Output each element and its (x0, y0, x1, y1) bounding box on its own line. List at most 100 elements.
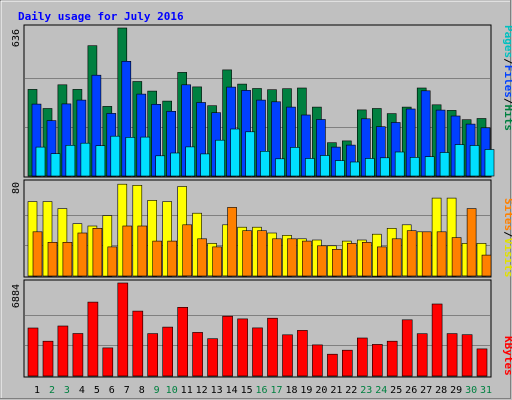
bar-kbytes-day-9 (147, 333, 158, 377)
x-tick-label-day-30: 30 (465, 385, 477, 396)
hits-files-pages-panel: 636 Pages/Files/Hits (11, 24, 512, 178)
bar-kbytes-day-15 (237, 318, 248, 377)
bar-kbytes-day-20 (312, 344, 323, 377)
bar-sites-day-21 (332, 249, 342, 277)
x-tick-label-day-17: 17 (270, 385, 282, 396)
x-tick-label-day-5: 5 (94, 385, 100, 396)
bar-sites-day-5 (92, 228, 103, 277)
bar-sites-day-17 (272, 238, 282, 277)
x-tick-label-day-23: 23 (360, 385, 372, 396)
y-max-label-kbytes: 6884 (11, 284, 22, 308)
bar-pages-day-19 (305, 158, 315, 177)
bar-pages-day-25 (394, 151, 405, 177)
bar-pages-day-30 (469, 145, 480, 177)
bar-sites-day-9 (152, 240, 162, 277)
y-max-label-hits: 636 (11, 29, 22, 47)
bar-kbytes-day-29 (446, 333, 458, 377)
x-tick-label-day-25: 25 (390, 385, 402, 396)
x-tick-label-day-11: 11 (181, 385, 193, 396)
bar-visits-day-6 (102, 215, 113, 277)
x-axis-day-labels: 1 2 3 4 5 6 7 8 9 10 11 12 13 14 15 16 17 18 19 20 21 22 23 24 2… (34, 385, 492, 396)
x-tick-label-day-8: 8 (139, 385, 145, 396)
bar-pages-day-6 (110, 135, 121, 177)
bar-sites-day-18 (287, 238, 297, 277)
bar-kbytes-day-3 (57, 325, 69, 377)
y-max-label-visits: 80 (11, 182, 22, 194)
legend-hits: Hits (502, 105, 512, 132)
legend-pages: Pages (502, 25, 512, 58)
bar-kbytes-day-4 (72, 333, 84, 377)
x-tick-label-day-28: 28 (435, 385, 447, 396)
bar-pages-day-5 (95, 145, 106, 177)
bar-visits-day-29 (446, 197, 457, 277)
bar-pages-day-7 (125, 137, 136, 177)
bar-pages-day-31 (484, 149, 495, 177)
x-tick-label-day-3: 3 (64, 385, 70, 396)
bar-sites-day-26 (406, 230, 417, 277)
bar-kbytes-day-23 (356, 337, 368, 377)
x-tick-label-day-31: 31 (480, 385, 492, 396)
bar-kbytes-day-14 (222, 315, 233, 377)
kbytes-panel: 6884 KBytes (11, 279, 512, 378)
x-tick-label-day-6: 6 (109, 385, 115, 396)
x-tick-label-day-22: 22 (345, 385, 357, 396)
bar-pages-day-14 (230, 128, 240, 177)
x-tick-label-day-24: 24 (375, 385, 387, 396)
bar-kbytes-day-17 (267, 317, 278, 377)
bar-pages-day-3 (65, 145, 76, 177)
x-tick-label-day-27: 27 (420, 385, 432, 396)
bar-pages-day-18 (290, 147, 300, 177)
bar-sites-day-30 (466, 208, 477, 277)
legend-sites: Sites (502, 198, 512, 231)
bar-sites-day-16 (257, 230, 267, 277)
bar-sites-day-2 (47, 242, 58, 277)
bar-pages-day-2 (50, 153, 61, 177)
x-tick-label-day-1: 1 (34, 385, 40, 396)
bar-kbytes-day-22 (341, 349, 353, 377)
bar-pages-day-4 (80, 142, 91, 177)
bar-kbytes-day-5 (87, 301, 99, 377)
bar-sites-day-25 (391, 238, 402, 277)
bar-pages-day-17 (275, 158, 285, 177)
bar-visits-day-2 (42, 201, 53, 277)
x-tick-label-day-21: 21 (330, 385, 342, 396)
x-tick-label-day-20: 20 (315, 385, 327, 396)
bar-sites-day-4 (77, 232, 88, 277)
bar-sites-day-22 (346, 243, 357, 277)
legend-sep-3: / (502, 231, 512, 238)
bar-pages-day-21 (335, 160, 345, 177)
x-tick-label-day-12: 12 (196, 385, 208, 396)
bar-sites-day-11 (182, 224, 192, 277)
bar-pages-day-26 (409, 157, 420, 177)
bar-kbytes-day-19 (297, 330, 308, 377)
bar-kbytes-day-31 (476, 348, 488, 377)
bar-pages-day-11 (185, 146, 195, 177)
bar-sites-day-23 (361, 242, 372, 277)
bar-pages-day-8 (140, 136, 151, 177)
bar-sites-day-20 (317, 245, 327, 277)
chart-title: Daily usage for July 2016 (18, 10, 184, 23)
bar-kbytes-day-11 (177, 306, 188, 377)
bar-sites-day-19 (302, 240, 312, 277)
bar-pages-day-20 (320, 155, 330, 177)
legend-files: Files (502, 65, 512, 98)
x-tick-label-day-9: 9 (154, 385, 160, 396)
bar-pages-day-23 (364, 158, 375, 177)
bar-kbytes-day-26 (401, 319, 413, 377)
x-tick-label-day-26: 26 (405, 385, 417, 396)
bar-sites-day-10 (167, 240, 177, 277)
legend-kbytes: KBytes (502, 336, 512, 376)
x-tick-label-day-14: 14 (226, 385, 238, 396)
bar-pages-day-15 (245, 131, 255, 177)
legend-hits-files-pages: Pages/Files/Hits (502, 25, 512, 131)
bar-visits-day-10 (162, 201, 172, 277)
bar-pages-day-1 (35, 146, 46, 177)
legend-visits-sites: Sites/Visits (502, 198, 512, 278)
bar-kbytes-day-28 (431, 303, 443, 377)
bar-kbytes-day-1 (27, 327, 39, 377)
x-tick-label-day-2: 2 (49, 385, 55, 396)
bar-kbytes-day-21 (327, 353, 338, 377)
bar-kbytes-day-30 (461, 334, 473, 377)
bar-kbytes-day-8 (132, 310, 144, 377)
